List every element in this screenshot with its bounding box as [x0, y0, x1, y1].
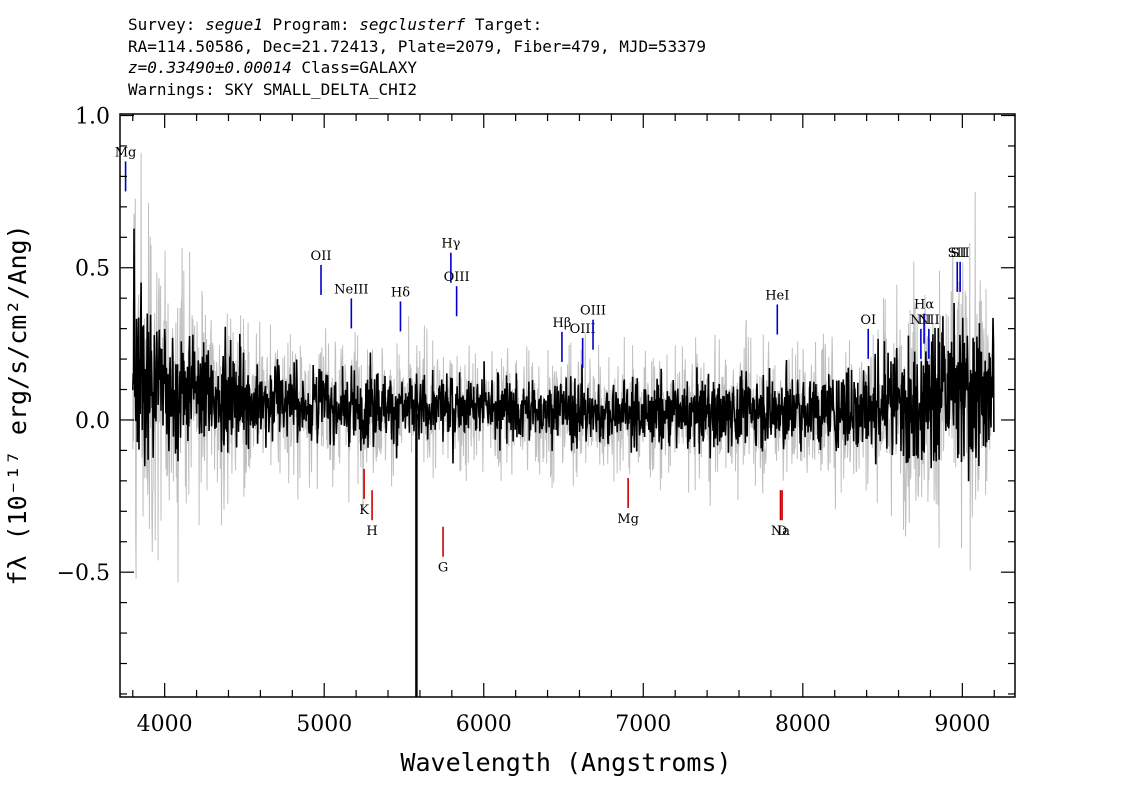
- absorption-line-label: K: [359, 503, 369, 518]
- y-axis-title: fλ (10⁻¹⁷ erg/s/cm²/Ang): [3, 224, 32, 585]
- emission-line-label: SII: [948, 246, 967, 261]
- x-tick-label: 8000: [775, 712, 831, 737]
- absorption-line-label: G: [438, 561, 448, 576]
- emission-line-label: Hβ: [552, 316, 571, 331]
- y-tick-label: −0.5: [57, 561, 110, 586]
- error-series-line: [132, 152, 995, 583]
- header-line-2: RA=114.50586, Dec=21.72413, Plate=2079, …: [128, 36, 706, 56]
- target-label: Target:: [474, 15, 543, 34]
- emission-line-label: Hδ: [391, 285, 410, 300]
- header-line-1: Survey: segue1 Program: segclusterf Targ…: [128, 14, 706, 36]
- emission-line-label: NII: [918, 313, 940, 328]
- flux-layer: [132, 228, 995, 697]
- x-tick-label: 6000: [456, 712, 512, 737]
- survey-value: segue1: [205, 15, 263, 34]
- emission-line-label: OI: [860, 313, 876, 328]
- emission-line-label: NII: [910, 313, 932, 328]
- x-tick-label: 7000: [615, 712, 671, 737]
- emission-line-label: Mg: [115, 145, 137, 160]
- flux-series-line: [132, 228, 995, 482]
- emission-line-label: Hα: [914, 298, 934, 313]
- emission-line-label: Hγ: [441, 237, 460, 252]
- emission-line-label: SII: [951, 246, 970, 261]
- emission-line-label: OIII: [444, 270, 470, 285]
- absorption-line-label: H: [366, 524, 377, 539]
- program-label: Program:: [272, 15, 350, 34]
- plot-frame: [119, 113, 1016, 698]
- x-tick-label: 4000: [137, 712, 193, 737]
- absorption-line-label: Na: [771, 524, 790, 539]
- emission-line-label: OIII: [580, 304, 606, 319]
- survey-label: Survey:: [128, 15, 196, 34]
- absorption-line-label: D: [777, 524, 787, 539]
- emission-line-label: OII: [311, 249, 332, 264]
- y-tick-label: 0.5: [75, 257, 110, 282]
- header-line-3: z=0.33490±0.00014 Class=GALAXY: [128, 57, 706, 79]
- x-axis-title: Wavelength (Angstroms): [400, 748, 731, 777]
- emission-line-label: HeI: [765, 288, 789, 303]
- x-tick-label: 5000: [296, 712, 352, 737]
- error-band-layer: [132, 152, 995, 583]
- redshift-value: z=0.33490±0.00014: [128, 58, 292, 77]
- axis-ticks-layer: 4000 5000 6000 7000 8000 9000 −0.5 0.0 0.5 1.0: [57, 105, 1015, 737]
- y-tick-label: 0.0: [75, 409, 110, 434]
- y-tick-label: 1.0: [75, 105, 110, 130]
- program-value: segclusterf: [359, 15, 466, 34]
- class-value: Class=GALAXY: [301, 58, 417, 77]
- spectrum-header: Survey: segue1 Program: segclusterf Targ…: [128, 14, 706, 100]
- absorption-line-label: Mg: [617, 512, 639, 527]
- x-tick-label: 9000: [934, 712, 990, 737]
- emission-line-label: OIII: [570, 322, 596, 337]
- header-line-4: Warnings: SKY SMALL_DELTA_CHI2: [128, 79, 417, 99]
- emission-line-label: NeIII: [334, 282, 368, 297]
